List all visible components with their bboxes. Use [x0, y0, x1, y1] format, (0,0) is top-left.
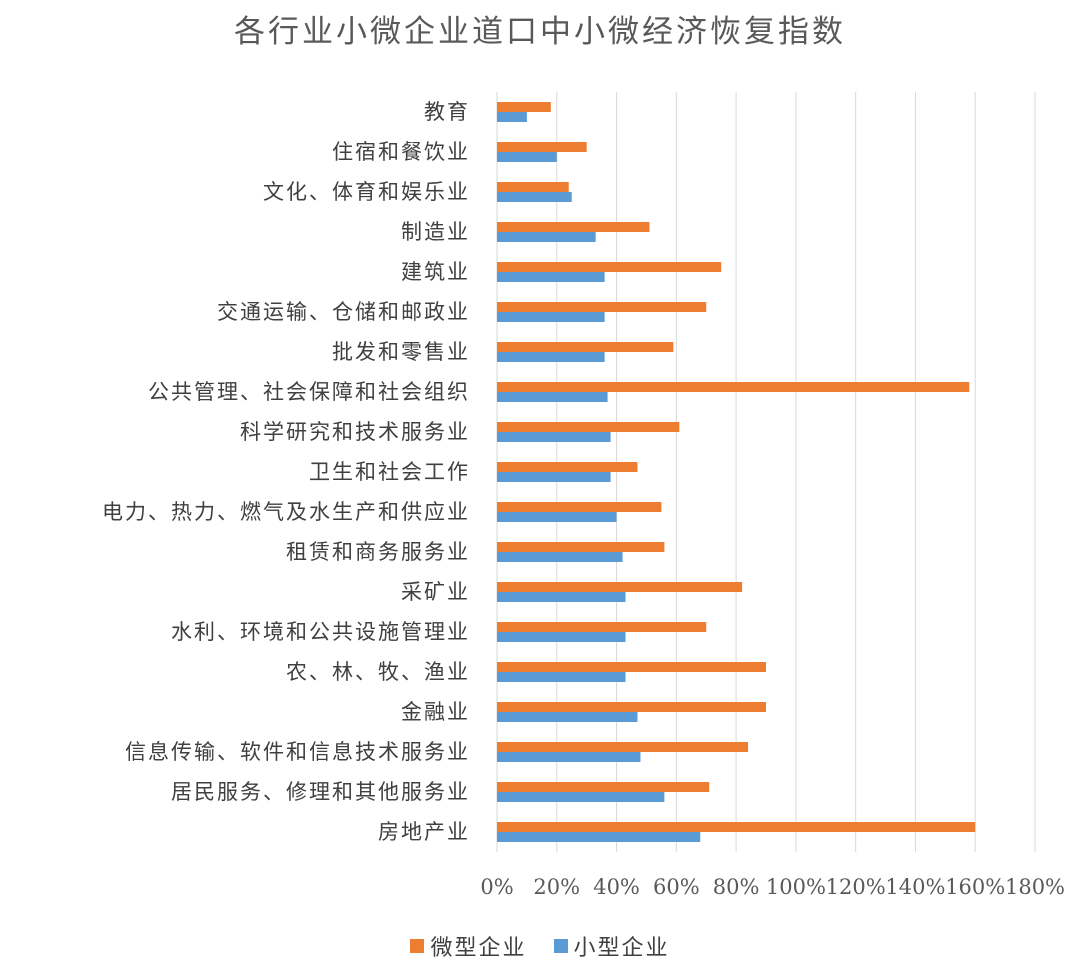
- bar-small: [497, 152, 557, 162]
- bar-small: [497, 672, 626, 682]
- legend-swatch-small: [553, 939, 568, 953]
- bar-small: [497, 112, 527, 122]
- bar-micro: [497, 102, 551, 112]
- category-label: 批发和零售业: [332, 340, 470, 364]
- legend: 微型企业 小型企业: [0, 930, 1080, 962]
- bar-small: [497, 352, 605, 362]
- bar-small: [497, 432, 611, 442]
- bar-micro: [497, 302, 707, 312]
- category-label: 卫生和社会工作: [309, 460, 470, 484]
- bar-small: [497, 592, 626, 602]
- bar-small: [497, 472, 611, 482]
- category-label: 电力、热力、燃气及水生产和供应业: [102, 500, 470, 524]
- bar-micro: [497, 702, 766, 712]
- bar-micro: [497, 182, 569, 192]
- bar-micro: [497, 622, 707, 632]
- category-label: 科学研究和技术服务业: [240, 420, 470, 444]
- x-tick-label: 0%: [480, 875, 513, 899]
- bar-small: [497, 552, 623, 562]
- bar-micro: [497, 742, 749, 752]
- bars: [497, 102, 976, 842]
- bar-micro: [497, 422, 680, 432]
- bar-micro: [497, 582, 743, 592]
- bar-small: [497, 752, 641, 762]
- bar-small: [497, 312, 605, 322]
- category-label: 房地产业: [378, 820, 470, 844]
- x-tick-label: 140%: [885, 875, 945, 899]
- bar-micro: [497, 262, 722, 272]
- category-label: 金融业: [401, 700, 470, 724]
- legend-label-micro: 微型企业: [430, 936, 527, 961]
- x-tick-label: 80%: [713, 875, 760, 899]
- category-label: 水利、环境和公共设施管理业: [171, 620, 470, 644]
- x-tick-label: 120%: [826, 875, 886, 899]
- bar-micro: [497, 822, 976, 832]
- x-tick-label: 180%: [1005, 875, 1065, 899]
- category-label: 居民服务、修理和其他服务业: [171, 780, 470, 804]
- bar-small: [497, 192, 572, 202]
- bar-micro: [497, 342, 674, 352]
- bar-small: [497, 272, 605, 282]
- legend-swatch-micro: [410, 939, 425, 953]
- bar-micro: [497, 382, 970, 392]
- bar-micro: [497, 502, 662, 512]
- category-label: 制造业: [401, 220, 470, 244]
- category-label: 交通运输、仓储和邮政业: [217, 300, 470, 324]
- category-label: 农、林、牧、渔业: [286, 660, 470, 684]
- bar-small: [497, 792, 665, 802]
- category-label: 公共管理、社会保障和社会组织: [148, 380, 470, 404]
- x-tick-label: 20%: [533, 875, 580, 899]
- x-tick-label: 100%: [766, 875, 826, 899]
- bar-small: [497, 232, 596, 242]
- category-label: 信息传输、软件和信息技术服务业: [125, 740, 470, 764]
- bar-small: [497, 712, 638, 722]
- category-label: 建筑业: [401, 260, 470, 284]
- bar-micro: [497, 662, 766, 672]
- x-tick-labels: 0% 20% 40% 60% 80% 100% 120% 140% 160% 180%: [480, 875, 1065, 899]
- bar-small: [497, 392, 608, 402]
- bar-micro: [497, 462, 638, 472]
- bar-small: [497, 512, 617, 522]
- bar-micro: [497, 222, 650, 232]
- x-tick-label: 160%: [945, 875, 1005, 899]
- x-tick-label: 60%: [653, 875, 700, 899]
- category-labels: 教育住宿和餐饮业文化、体育和娱乐业制造业建筑业交通运输、仓储和邮政业批发和零售业…: [102, 100, 470, 844]
- bar-small: [497, 632, 626, 642]
- legend-item-micro: 微型企业: [410, 930, 526, 962]
- bar-micro: [497, 542, 665, 552]
- category-label: 住宿和餐饮业: [332, 140, 470, 164]
- legend-item-small: 小型企业: [553, 930, 670, 962]
- bar-micro: [497, 142, 587, 152]
- category-label: 采矿业: [401, 580, 470, 604]
- bar-micro: [497, 782, 710, 792]
- x-tick-label: 40%: [593, 875, 640, 899]
- category-label: 文化、体育和娱乐业: [263, 180, 470, 204]
- bar-small: [497, 832, 701, 842]
- legend-label-small: 小型企业: [573, 936, 670, 961]
- category-label: 教育: [424, 100, 470, 124]
- category-label: 租赁和商务服务业: [286, 540, 470, 564]
- chart-title: 各行业小微企业道口中小微经济恢复指数: [234, 14, 846, 50]
